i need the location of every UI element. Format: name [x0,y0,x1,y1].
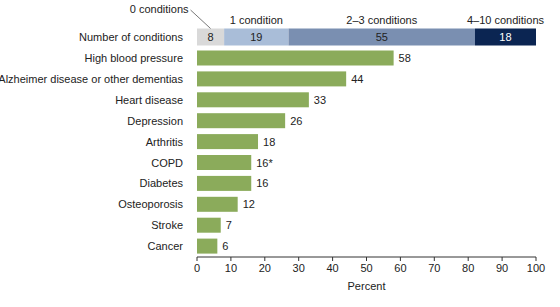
segment-name: 4–10 conditions [467,14,545,26]
category-label: Osteoporosis [118,198,183,210]
bar [197,113,285,128]
tick-mark [366,257,367,261]
bar [197,51,394,66]
data-label: 16* [256,157,273,169]
tick-mark [230,257,231,261]
tick-label: 40 [326,262,338,274]
category-label: Alzheimer disease or other dementias [0,73,183,85]
category-label: Cancer [148,240,184,252]
tick-label: 30 [293,262,305,274]
data-label: 58 [399,52,411,64]
data-label: 26 [290,115,302,127]
tick-label: 20 [259,262,271,274]
stacked-segment [289,29,475,46]
segment-name: 2–3 conditions [346,14,417,26]
data-label: 12 [243,198,255,210]
tick-mark [264,257,265,261]
tick-label: 100 [527,262,545,274]
stacked-segment [197,29,224,46]
bar [197,197,238,212]
tick-label: 50 [360,262,372,274]
tick-mark [298,257,299,261]
chart-svg: Number of conditions 8 0 conditions 19 1 con… [0,0,560,307]
x-axis: 0 10 20 30 40 50 60 70 80 90 100 Percent [194,257,545,292]
tick-label: 10 [225,262,237,274]
tick-mark [400,257,401,261]
data-label: 18 [263,136,275,148]
leader-line [191,10,211,29]
data-label: 7 [226,219,232,231]
bars [197,51,394,254]
segment-name: 1 condition [230,14,283,26]
tick-label: 0 [194,262,200,274]
tick-mark [536,257,537,261]
category-label: Depression [127,115,183,127]
data-label: 44 [351,73,363,85]
axis-title: Percent [348,280,386,292]
bar [197,176,251,191]
data-label: 55 [376,31,388,43]
data-label: 19 [250,31,262,43]
tick-mark [468,257,469,261]
tick-label: 60 [394,262,406,274]
category-label: Stroke [151,219,183,231]
stacked-segment [475,29,536,46]
category-label: Heart disease [115,94,183,106]
stacked-bars [197,29,536,46]
bar [197,71,346,86]
data-label: 18 [499,31,511,43]
category-label: High blood pressure [85,52,183,64]
tick-label: 70 [428,262,440,274]
tick-mark [332,257,333,261]
bar [197,155,251,170]
bar [197,239,217,254]
tick-label: 80 [462,262,474,274]
category-label: Diabetes [140,177,184,189]
data-label: 8 [207,31,213,43]
category-label: Number of conditions [79,31,183,43]
category-label: COPD [151,157,183,169]
bar-labels: High blood pressure 58 Alzheimer disease o… [0,52,411,252]
tick-mark [434,257,435,261]
stacked-segment [224,29,288,46]
category-label: Arthritis [146,136,184,148]
bar [197,218,221,233]
data-label: 33 [314,94,326,106]
bar [197,92,309,107]
chart-container: Number of conditions 8 0 conditions 19 1 con… [0,0,560,307]
data-label: 16 [256,177,268,189]
tick-mark [197,257,198,261]
bar [197,134,258,149]
data-label: 6 [222,240,228,252]
tick-mark [502,257,503,261]
tick-label: 90 [496,262,508,274]
segment-name: 0 conditions [130,3,189,15]
stacked-labels: Number of conditions 8 0 conditions 19 1 con… [79,3,544,43]
